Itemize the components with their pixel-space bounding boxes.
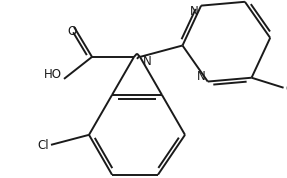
Text: N: N [197,70,206,83]
Text: N: N [143,55,152,68]
Text: Cl: Cl [37,139,49,152]
Text: HO: HO [44,68,62,81]
Text: CH₃: CH₃ [286,84,287,94]
Text: N: N [190,5,199,18]
Text: O: O [67,25,77,38]
